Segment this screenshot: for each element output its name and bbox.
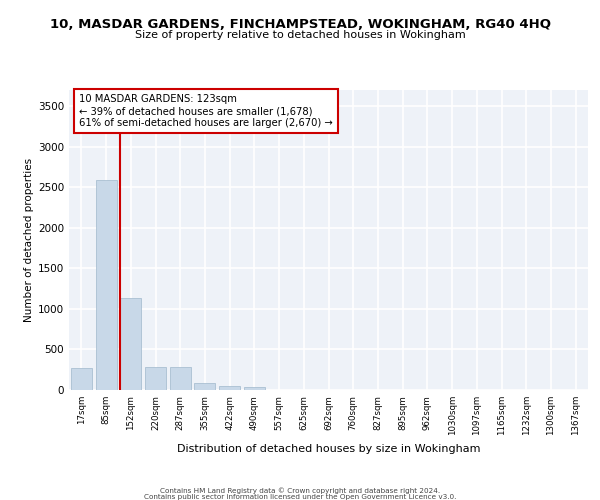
Bar bbox=[244, 387, 265, 390]
Bar bbox=[95, 180, 116, 390]
Bar bbox=[194, 382, 215, 390]
Bar bbox=[145, 367, 166, 390]
Bar bbox=[219, 386, 240, 390]
Bar bbox=[170, 367, 191, 390]
Bar bbox=[120, 298, 141, 390]
X-axis label: Distribution of detached houses by size in Wokingham: Distribution of detached houses by size … bbox=[177, 444, 480, 454]
Text: Contains HM Land Registry data © Crown copyright and database right 2024.: Contains HM Land Registry data © Crown c… bbox=[160, 487, 440, 494]
Text: Size of property relative to detached houses in Wokingham: Size of property relative to detached ho… bbox=[134, 30, 466, 40]
Y-axis label: Number of detached properties: Number of detached properties bbox=[24, 158, 34, 322]
Text: 10, MASDAR GARDENS, FINCHAMPSTEAD, WOKINGHAM, RG40 4HQ: 10, MASDAR GARDENS, FINCHAMPSTEAD, WOKIN… bbox=[49, 18, 551, 30]
Bar bbox=[71, 368, 92, 390]
Text: Contains public sector information licensed under the Open Government Licence v3: Contains public sector information licen… bbox=[144, 494, 456, 500]
Text: 10 MASDAR GARDENS: 123sqm
← 39% of detached houses are smaller (1,678)
61% of se: 10 MASDAR GARDENS: 123sqm ← 39% of detac… bbox=[79, 94, 333, 128]
